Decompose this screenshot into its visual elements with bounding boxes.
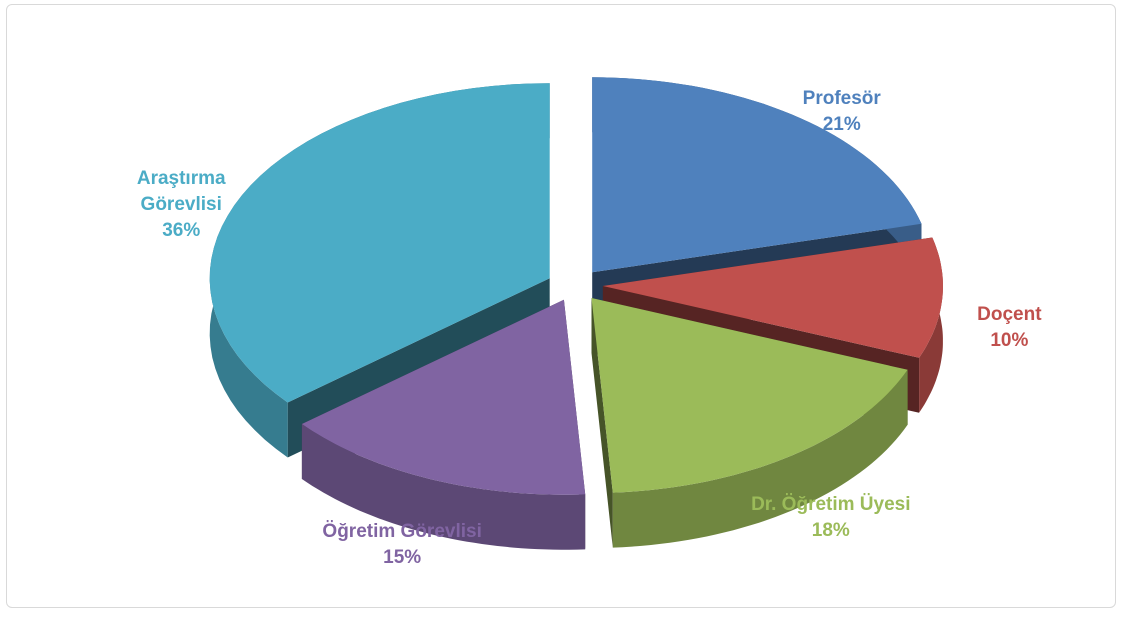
slice: [591, 298, 908, 548]
category-label: Araştırma Görevlisi: [136, 167, 226, 215]
chart-frame: [6, 4, 1116, 608]
data-label: Dr. Öğretim Üyesi 18%: [726, 492, 936, 544]
data-label: Doçent 10%: [904, 302, 1114, 354]
category-label: Doçent: [977, 304, 1042, 326]
slice-rim: [301, 424, 586, 550]
data-label: Öğretim Görevlisi 15%: [297, 519, 507, 571]
category-label: Öğretim Görevlisi: [322, 521, 482, 543]
slice: [591, 298, 908, 493]
value-label: 36%: [162, 219, 201, 241]
slice-rim: [612, 369, 908, 548]
value-label: 21%: [822, 114, 861, 136]
category-label: Dr. Öğretim Üyesi: [751, 493, 911, 515]
category-label: Profesör: [802, 88, 881, 110]
slice: [209, 83, 550, 403]
value-label: 15%: [383, 547, 422, 569]
data-label: Araştırma Görevlisi 36%: [111, 166, 251, 244]
slice: [301, 299, 586, 550]
slice: [592, 77, 922, 273]
value-label: 18%: [811, 519, 850, 541]
slice-side: [591, 298, 613, 548]
data-label: Profesör 21%: [737, 86, 947, 138]
value-label: 10%: [990, 330, 1029, 352]
slice: [602, 237, 943, 358]
slice: [301, 299, 586, 495]
